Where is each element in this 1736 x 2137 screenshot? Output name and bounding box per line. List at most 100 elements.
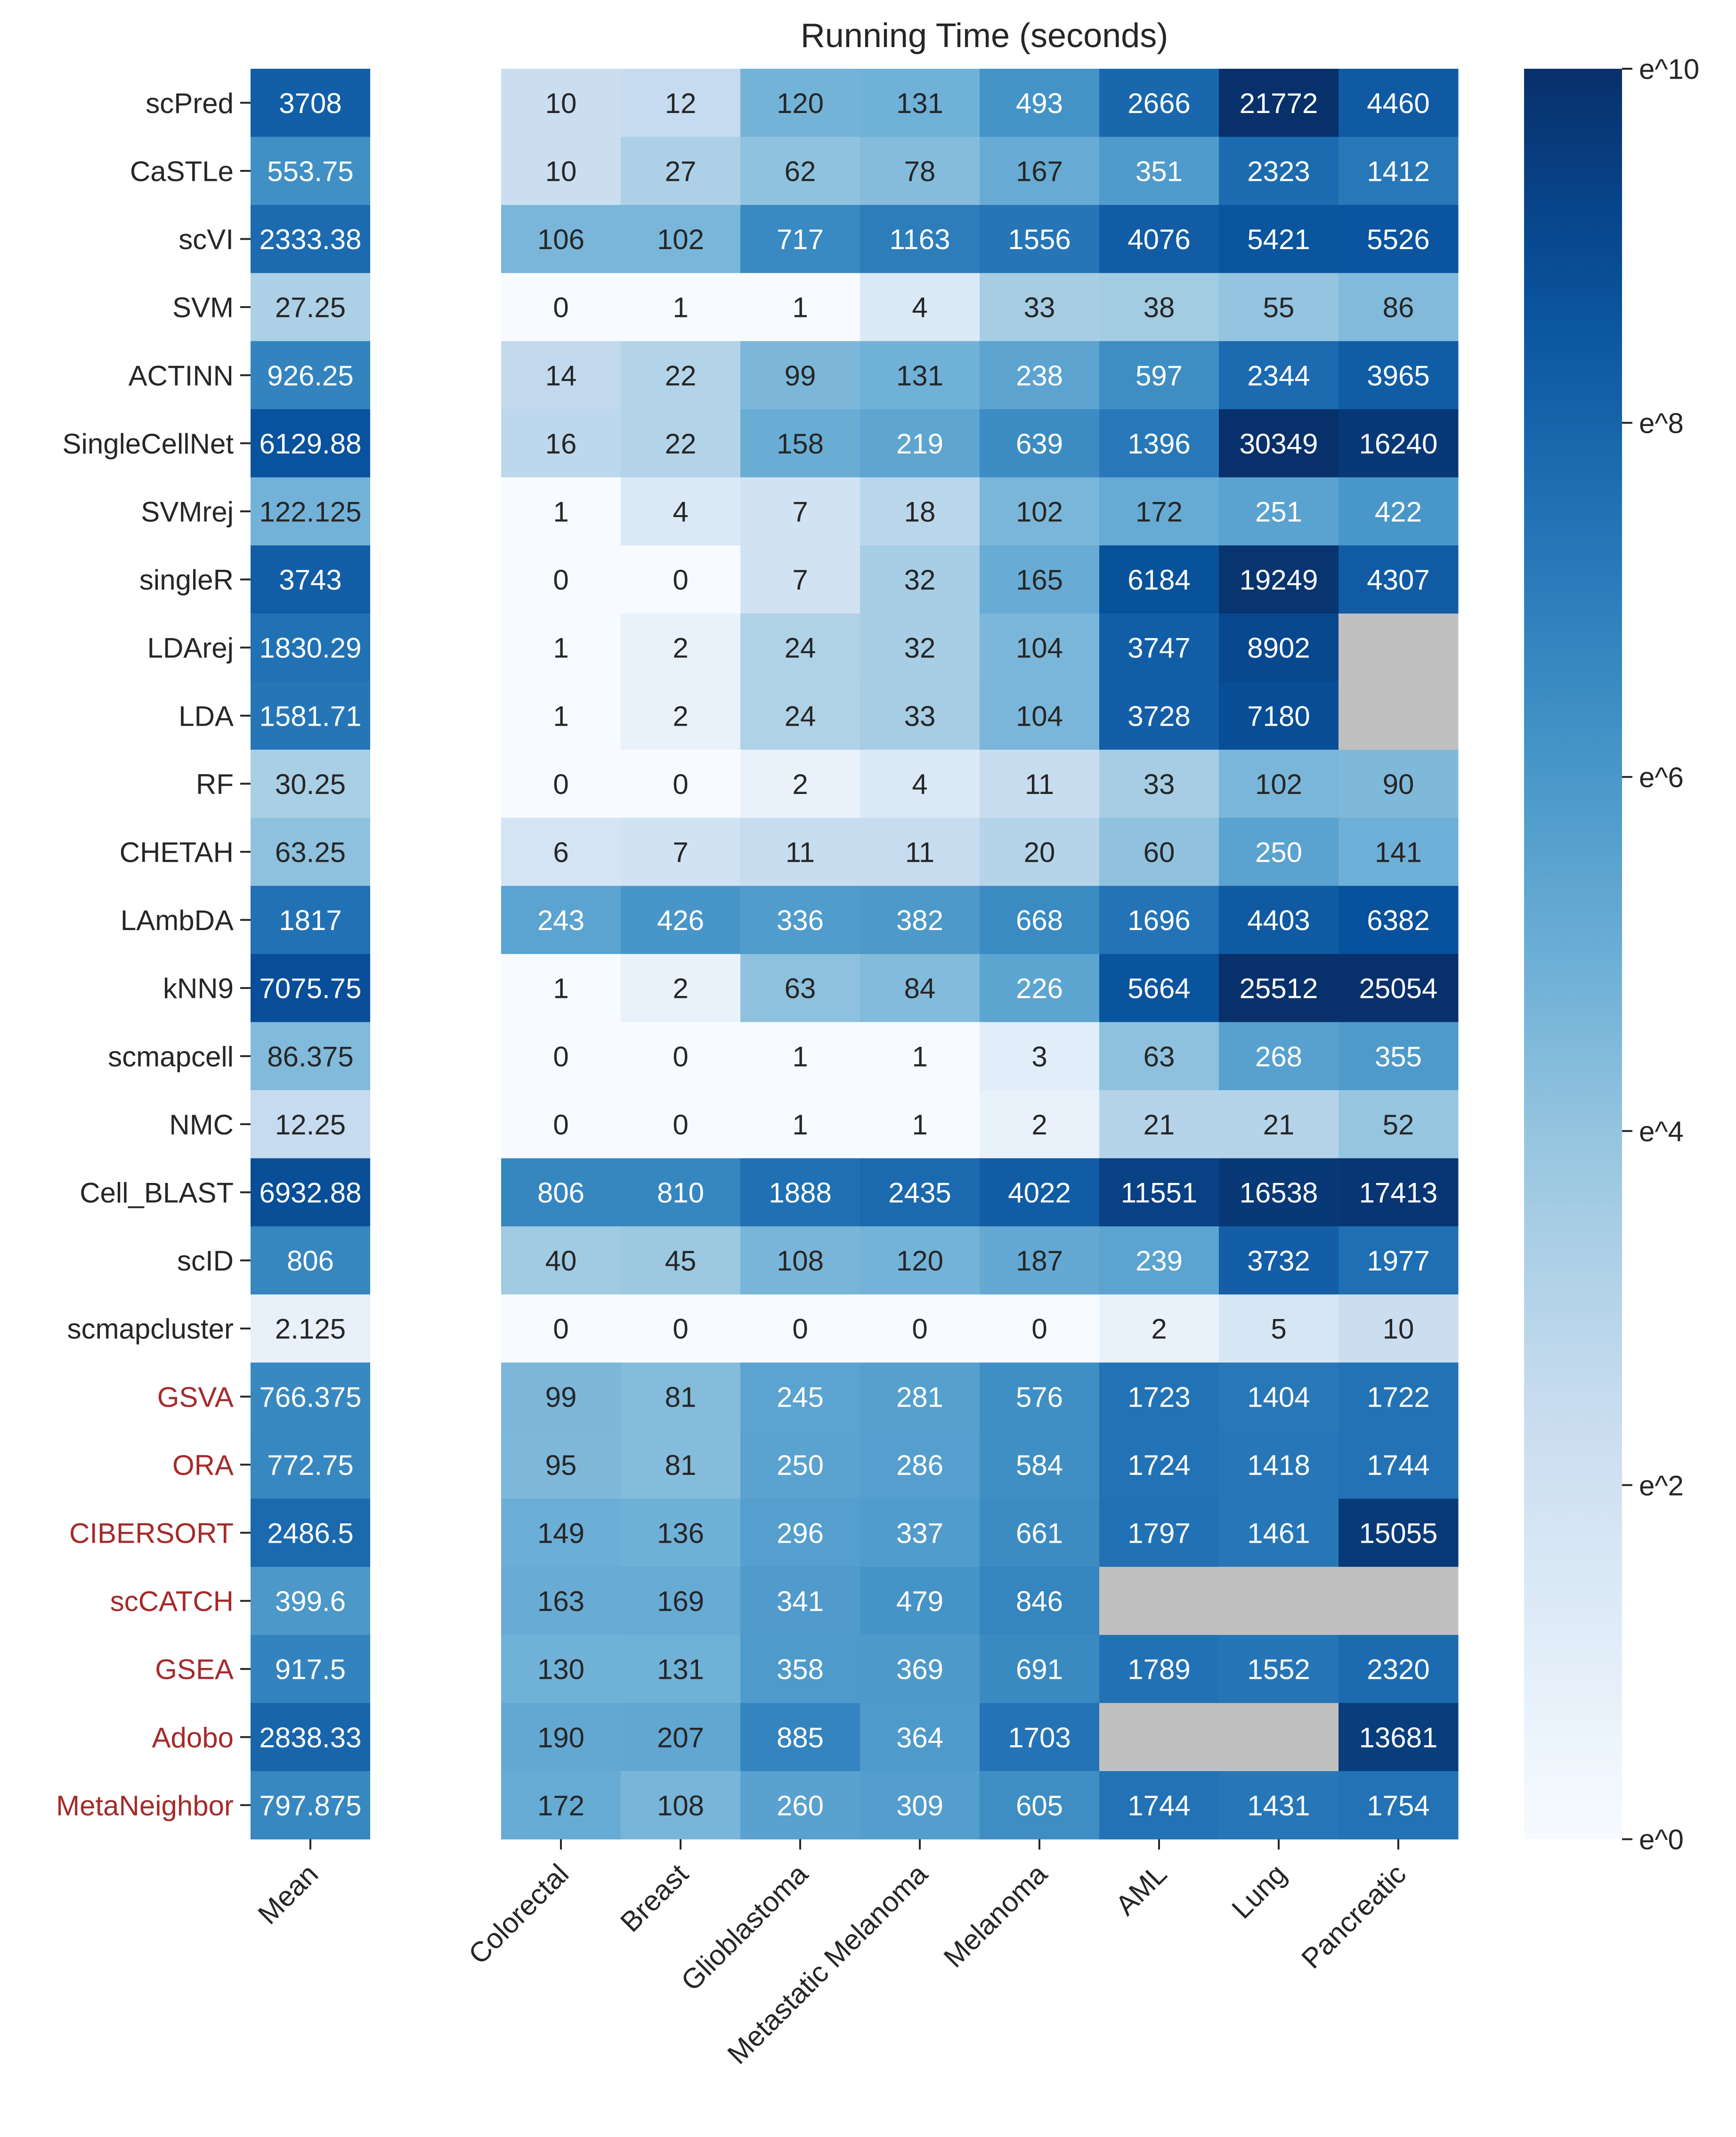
cell-value-label: 106 <box>537 224 584 255</box>
cell-value-label: 3728 <box>1128 700 1190 732</box>
cell-value-label: 1 <box>792 1041 808 1072</box>
cell-value-label: 172 <box>537 1790 584 1821</box>
cell-value-label: 1 <box>912 1041 927 1072</box>
cell-value-label: 131 <box>657 1654 704 1685</box>
heatmap-cell <box>1339 69 1459 138</box>
heatmap-cell <box>740 613 860 682</box>
mean-value-label: 63.25 <box>275 837 346 868</box>
row-label: LDA <box>178 700 234 732</box>
cell-value-label: 0 <box>553 564 568 596</box>
cell-value-label: 309 <box>896 1790 943 1821</box>
heatmap-cell <box>621 1431 741 1499</box>
heatmap-cell <box>980 1703 1100 1772</box>
heatmap-cell <box>740 1158 860 1227</box>
row-label: CHETAH <box>120 837 234 868</box>
heatmap-cell <box>501 1635 621 1703</box>
heatmap-cell <box>1219 1294 1339 1363</box>
cell-value-label: 120 <box>896 1245 943 1277</box>
cell-value-label: 7 <box>792 496 808 528</box>
cell-value-label: 1 <box>553 700 568 732</box>
heatmap-cell <box>980 818 1100 886</box>
cell-value-label: 1461 <box>1247 1518 1310 1549</box>
heatmap-cell <box>740 137 860 205</box>
mean-value-label: 399.6 <box>275 1586 346 1617</box>
cell-value-label: 661 <box>1016 1518 1063 1549</box>
cell-value-label: 60 <box>1144 837 1175 868</box>
mean-cell <box>251 545 370 614</box>
heatmap-cell <box>1339 1294 1459 1363</box>
cell-value-label: 1 <box>553 973 568 1004</box>
cell-value-label: 576 <box>1016 1381 1063 1413</box>
heatmap-cell <box>860 137 980 205</box>
cell-value-label: 15055 <box>1359 1518 1438 1549</box>
heatmap-cell <box>501 1158 621 1227</box>
cell-value-label: 86 <box>1383 292 1414 324</box>
heatmap-cell <box>860 1158 980 1227</box>
heatmap-cell <box>621 1158 741 1227</box>
heatmap-cell <box>621 681 741 750</box>
heatmap-cell <box>1219 1498 1339 1567</box>
heatmap-cell <box>980 613 1100 682</box>
cell-value-label: 4307 <box>1367 564 1429 596</box>
heatmap-cell <box>860 1226 980 1295</box>
heatmap-cell <box>501 1771 621 1840</box>
cell-value-label: 251 <box>1255 496 1302 528</box>
cell-value-label: 108 <box>657 1790 704 1821</box>
cell-value-label: 3 <box>1031 1041 1047 1072</box>
heatmap-cell <box>1219 1158 1339 1227</box>
heatmap-cell <box>740 205 860 274</box>
heatmap-cell <box>980 69 1100 138</box>
heatmap-cell <box>1099 409 1219 478</box>
mean-value-label: 3743 <box>279 564 341 596</box>
heatmap-cell <box>1339 954 1459 1022</box>
heatmap-cell <box>980 477 1100 546</box>
cell-value-label: 99 <box>545 1381 577 1413</box>
heatmap-cell <box>740 1703 860 1772</box>
heatmap-cell <box>740 886 860 955</box>
heatmap-cell <box>621 954 741 1022</box>
cell-value-label: 0 <box>673 1041 688 1072</box>
heatmap-cell <box>621 273 741 341</box>
mean-cell <box>251 750 370 818</box>
heatmap-cell <box>980 1771 1100 1840</box>
cell-value-label: 78 <box>904 156 936 187</box>
cell-value-label: 55 <box>1263 292 1295 324</box>
cell-value-label: 358 <box>777 1654 824 1685</box>
cell-value-label: 1 <box>912 1109 927 1141</box>
heatmap-cell <box>501 681 621 750</box>
mean-cell <box>251 205 370 274</box>
heatmap-cell <box>860 1771 980 1840</box>
heatmap-cell <box>860 1703 980 1772</box>
cell-value-label: 239 <box>1136 1245 1183 1277</box>
cell-value-label: 6 <box>553 837 568 868</box>
heatmap-cell <box>621 1294 741 1363</box>
cell-value-label: 32 <box>904 564 936 596</box>
cell-value-label: 16240 <box>1359 428 1438 460</box>
row-label: singleR <box>139 564 234 596</box>
cell-value-label: 81 <box>665 1381 697 1413</box>
cell-value-label: 84 <box>904 973 936 1004</box>
cell-value-label: 605 <box>1016 1790 1063 1821</box>
heatmap-cell <box>740 409 860 478</box>
cell-value-label: 16538 <box>1240 1177 1318 1209</box>
cell-value-label: 351 <box>1136 156 1183 187</box>
heatmap-cell <box>621 750 741 818</box>
mean-cell <box>251 1635 370 1703</box>
cell-value-label: 1754 <box>1367 1790 1429 1821</box>
heatmap-cell <box>1099 273 1219 341</box>
mean-cell <box>251 137 370 205</box>
cell-value-label: 165 <box>1016 564 1063 596</box>
mean-value-label: 797.875 <box>260 1790 362 1821</box>
cell-value-label: 2 <box>673 632 688 664</box>
cell-value-label: 120 <box>777 88 824 119</box>
cell-value-label: 668 <box>1016 905 1063 936</box>
mean-column: 3708 553.75 2333.38 27.25 926.25 6129.88 122.1… <box>251 69 370 1840</box>
cell-value-label: 141 <box>1375 837 1422 868</box>
heatmap-cell <box>860 681 980 750</box>
cell-value-label: 25512 <box>1240 973 1318 1004</box>
cell-value-label: 149 <box>537 1518 584 1549</box>
heatmap-cell <box>621 69 741 138</box>
mean-cell <box>251 1567 370 1635</box>
heatmap-cell <box>501 341 621 410</box>
heatmap-cell <box>1219 613 1339 682</box>
